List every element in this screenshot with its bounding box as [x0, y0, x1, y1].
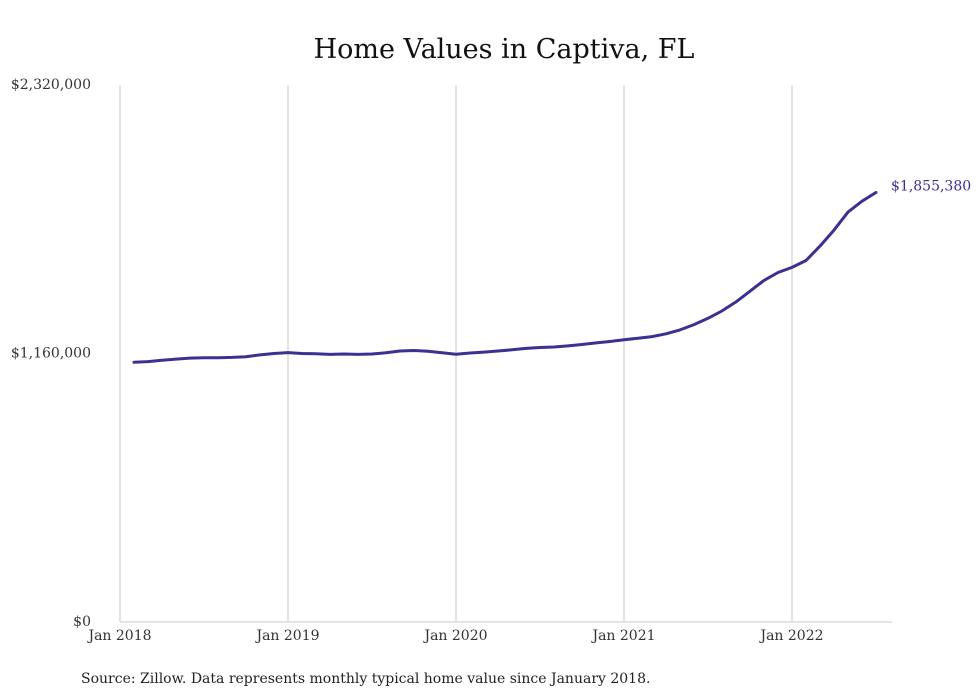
x-tick-label: Jan 2020: [422, 628, 487, 644]
source-note: Source: Zillow. Data represents monthly …: [81, 671, 650, 687]
series-line: [132, 191, 878, 364]
x-axis-ticks: Jan 2018 Jan 2019 Jan 2020 Jan 2021 Jan 2022: [86, 628, 823, 644]
x-tick-label: Jan 2019: [254, 628, 319, 644]
end-value-label: $1,855,380: [891, 179, 971, 195]
y-tick-label: $0: [73, 614, 91, 630]
y-tick-label: $1,160,000: [11, 346, 91, 362]
y-tick-label: $2,320,000: [11, 77, 91, 93]
series-layer: $1,855,380: [132, 179, 971, 364]
chart-title: Home Values in Captiva, FL: [314, 34, 695, 65]
x-tick-label: Jan 2018: [86, 628, 151, 644]
grid-layer: [119, 85, 892, 623]
y-axis-ticks: $0 $1,160,000 $2,320,000: [11, 77, 91, 630]
x-tick-label: Jan 2022: [758, 628, 823, 644]
x-tick-label: Jan 2021: [590, 628, 655, 644]
